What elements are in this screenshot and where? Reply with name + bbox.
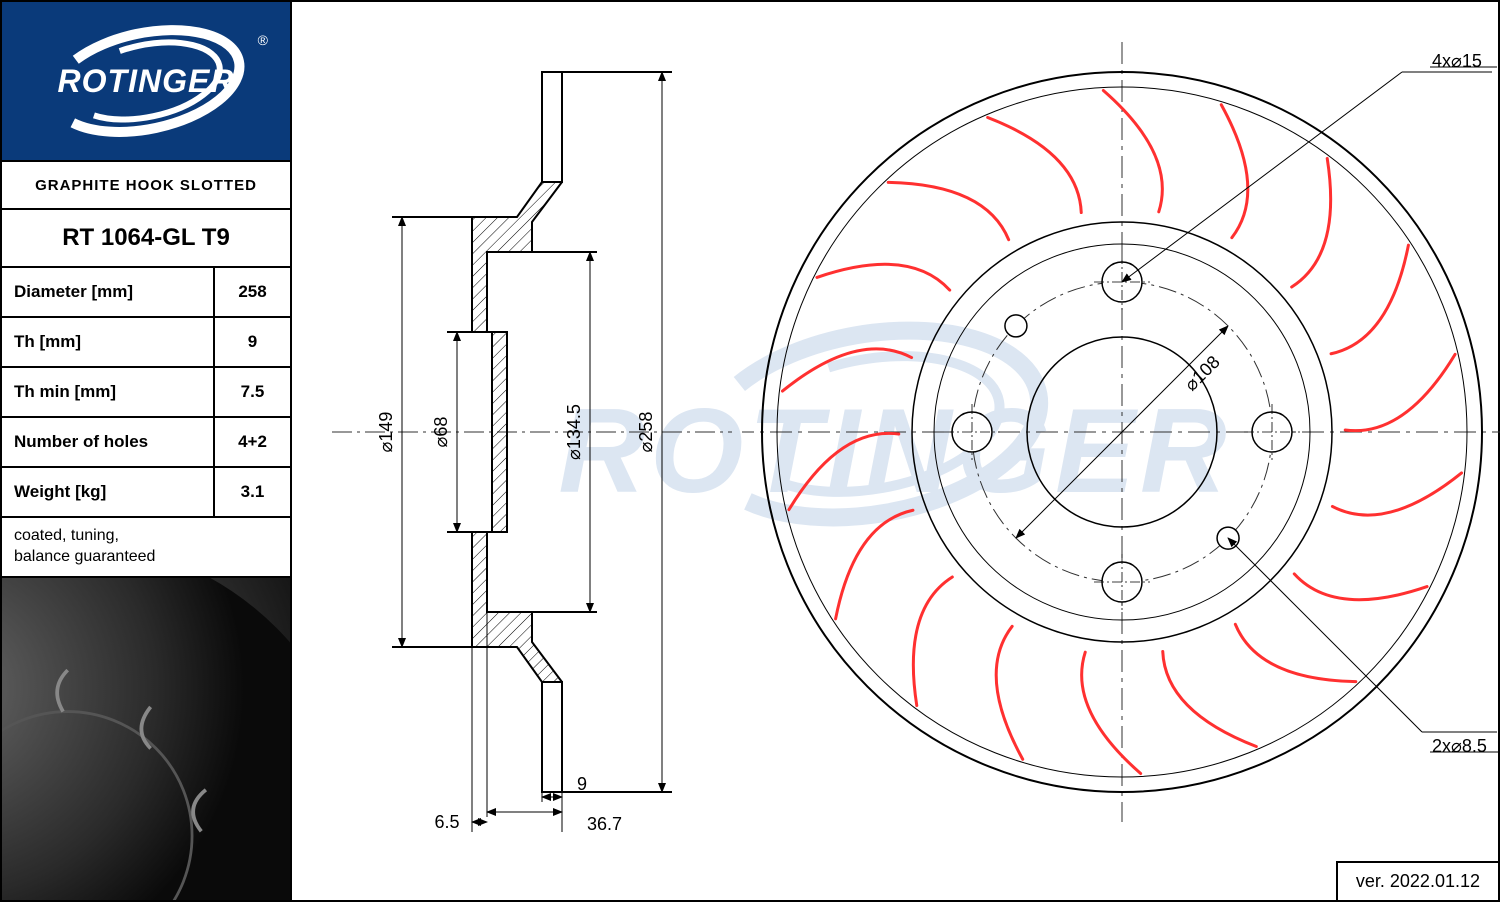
- dim-label: ⌀68: [431, 417, 451, 448]
- product-subtitle: GRAPHITE HOOK SLOTTED: [2, 162, 290, 210]
- dim-label: ⌀108: [1181, 352, 1224, 395]
- dim-label: 9: [577, 774, 587, 794]
- dim-label: ⌀258: [636, 412, 656, 453]
- spec-value: 9: [215, 318, 290, 366]
- spec-row: Number of holes 4+2: [2, 418, 290, 468]
- product-photo: [2, 578, 290, 900]
- logo-box: ROTINGER ®: [2, 2, 290, 162]
- dim-label: 36.7: [587, 814, 622, 832]
- sidebar: ROTINGER ® GRAPHITE HOOK SLOTTED RT 1064…: [2, 2, 292, 900]
- spec-row: Th min [mm] 7.5: [2, 368, 290, 418]
- registered-mark: ®: [258, 32, 268, 48]
- photo-disc-icon: [2, 578, 290, 900]
- callout-label: 2x⌀8.5: [1432, 736, 1487, 756]
- dim-label: 6.5: [434, 812, 459, 832]
- spec-row: Diameter [mm] 258: [2, 268, 290, 318]
- spec-label: Weight [kg]: [2, 468, 215, 516]
- dim-label: ⌀149: [376, 412, 396, 453]
- version-label: ver. 2022.01.12: [1336, 861, 1498, 900]
- dim-label: ⌀134.5: [564, 404, 584, 460]
- part-number: RT 1064-GL T9: [2, 210, 290, 268]
- spec-value: 258: [215, 268, 290, 316]
- notes: coated, tuning, balance guaranteed: [2, 518, 290, 578]
- side-view-drawing: ⌀149 ⌀68 ⌀134.5 ⌀258 6.5 9 36.7: [332, 32, 732, 832]
- spec-value: 7.5: [215, 368, 290, 416]
- front-view-drawing: ⌀108 4x⌀15 2x⌀8.5: [742, 32, 1500, 832]
- drawing-area: ROTINGER: [292, 2, 1498, 900]
- spec-value: 4+2: [215, 418, 290, 466]
- spec-row: Weight [kg] 3.1: [2, 468, 290, 518]
- brand-name: ROTINGER: [58, 63, 235, 100]
- spec-row: Th [mm] 9: [2, 318, 290, 368]
- callout-label: 4x⌀15: [1432, 51, 1482, 71]
- spec-label: Th min [mm]: [2, 368, 215, 416]
- spec-label: Number of holes: [2, 418, 215, 466]
- spec-label: Diameter [mm]: [2, 268, 215, 316]
- spec-label: Th [mm]: [2, 318, 215, 366]
- spec-value: 3.1: [215, 468, 290, 516]
